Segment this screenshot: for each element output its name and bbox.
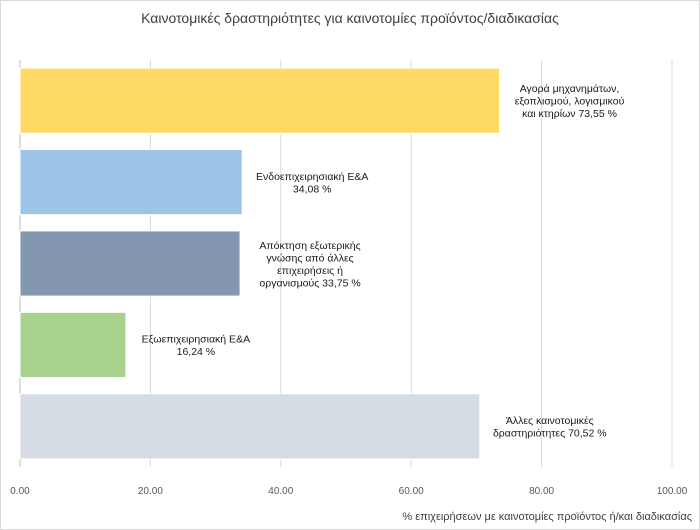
data-label: Ενδοεπιχειρησιακή Ε&Α 34,08 % xyxy=(256,171,368,196)
x-axis-title: % επιχειρήσεων με καινοτομίες προϊόντος … xyxy=(402,511,692,523)
data-label: Αγορά μηχανημάτων, εξοπλισμού, λογισμικού… xyxy=(515,83,625,120)
x-tick-label: 0.00 xyxy=(10,486,30,497)
data-label: Άλλες καινοτομικές δραστηριότητες 70,52 % xyxy=(493,415,607,440)
x-tick-label: 40.00 xyxy=(268,486,293,497)
x-tick-label: 80.00 xyxy=(529,486,554,497)
x-tick-label: 20.00 xyxy=(138,486,163,497)
x-tick-label: 60.00 xyxy=(399,486,424,497)
bar xyxy=(19,149,243,216)
chart-title: Καινοτομικές δραστηριότητες για καινοτομ… xyxy=(141,10,559,26)
data-label: Εξωεπιχειρησιακή Ε&Α 16,24 % xyxy=(142,334,250,359)
bar xyxy=(19,311,127,378)
x-tick-label: 100.00 xyxy=(657,486,688,497)
bar xyxy=(19,393,481,460)
bar xyxy=(19,67,501,134)
bar xyxy=(19,230,241,297)
data-label: Απόκτηση εξωτερικής γνώσης από άλλες επιχε… xyxy=(259,240,360,290)
